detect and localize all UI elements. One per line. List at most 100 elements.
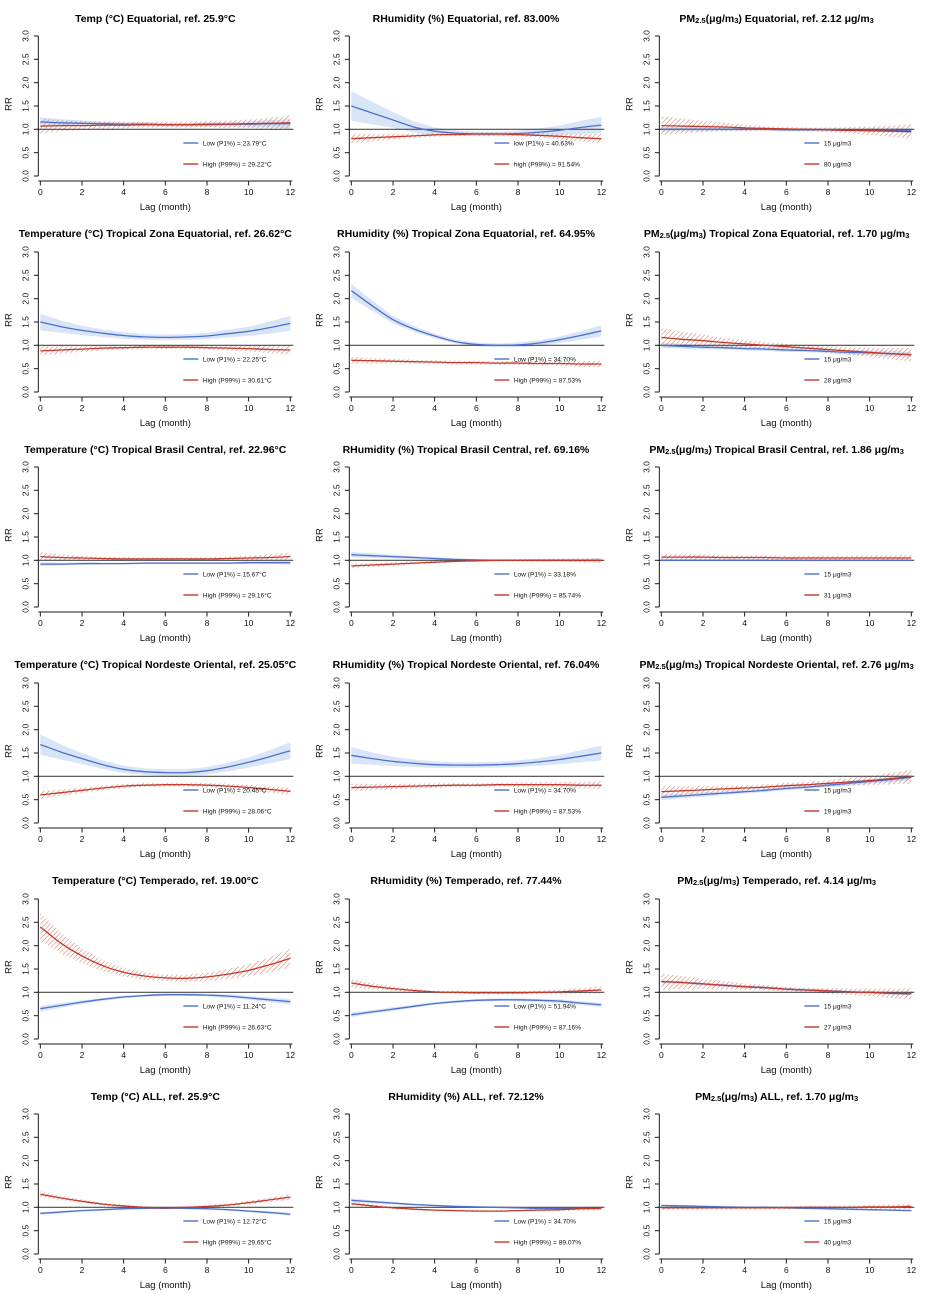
y-tick-label: 0.5: [331, 1225, 341, 1237]
x-tick-label: 10: [865, 1050, 875, 1060]
x-tick-label: 4: [743, 618, 748, 628]
x-tick-label: 8: [826, 618, 831, 628]
chart-panel-16: Temp (°C) ALL, ref. 25.9°C 0.0 0.5 1.0 1.5 2.…: [0, 1078, 311, 1294]
high-ci-band: [661, 973, 912, 999]
x-tick-label: 4: [743, 1050, 748, 1060]
x-tick-label: 8: [205, 834, 210, 844]
y-tick-label: 0.0: [642, 601, 652, 613]
y-tick-label: 1.0: [331, 1201, 341, 1213]
legend-label: Low (P1%) = 12.72°C: [203, 1218, 267, 1226]
y-tick-label: 1.0: [20, 986, 30, 998]
legend-label: 19 μg/m3: [824, 808, 852, 815]
chart-panel-6: PM 2.5 (μg/m 3) Tropical Zona Equatorial, …: [621, 215, 932, 432]
y-tick-label: 0.5: [642, 1009, 652, 1021]
y-tick-label: 2.5: [20, 53, 30, 65]
y-tick-label: 0.5: [331, 578, 341, 590]
legend-label: low (P1%) = 40.63%: [513, 140, 573, 147]
x-tick-label: 6: [784, 1265, 789, 1275]
high-series-line: [350, 1203, 601, 1213]
x-tick-label: 0: [349, 1265, 354, 1275]
x-tick-label: 4: [432, 403, 437, 413]
chart-title: Temp (°C) ALL, ref. 25.9°C: [90, 1090, 220, 1103]
x-axis-label: Lag (month): [761, 202, 812, 213]
y-tick-label: 0.5: [20, 578, 30, 590]
legend-label: High (P99%) = 87.16%: [513, 1024, 580, 1031]
y-tick-label: 0.0: [20, 817, 30, 829]
legend-label: 15 μg/m3: [824, 356, 852, 363]
y-tick-label: 1.5: [331, 1178, 341, 1190]
chart-canvas: 0.0 0.5 1.0 1.5 2.0 2.5 3.0 RR 0 2 4 6 8 10 12 Lag (mon…: [3, 30, 295, 213]
y-tick-label: 3.0: [20, 30, 30, 42]
y-tick-label: 2.0: [642, 939, 652, 951]
y-tick-label: 2.0: [331, 508, 341, 520]
x-tick-label: 8: [826, 187, 831, 197]
y-tick-label: 2.0: [20, 1155, 30, 1167]
y-tick-label: 2.0: [331, 77, 341, 89]
y-tick-label: 0.0: [331, 817, 341, 829]
chart-panel-9: PM 2.5 (μg/m 3) Tropical Brasil Central, r…: [621, 431, 932, 647]
y-tick-label: 2.5: [331, 53, 341, 65]
y-tick-label: 3.0: [642, 677, 652, 689]
chart-canvas: 0.0 0.5 1.0 1.5 2.0 2.5 3.0 RR 0 2 4 6 8 10 12 Lag (mon…: [314, 892, 606, 1075]
x-axis-label: Lag (month): [140, 202, 191, 213]
x-tick-label: 6: [474, 834, 479, 844]
x-axis-label: Lag (month): [450, 202, 501, 213]
high-series-line: [661, 336, 912, 356]
x-tick-label: 6: [163, 834, 168, 844]
y-tick-label: 3.0: [20, 245, 30, 257]
low-series-line: [40, 562, 291, 566]
x-tick-label: 4: [121, 187, 126, 197]
y-tick-label: 2.5: [20, 1131, 30, 1143]
x-tick-label: 10: [865, 834, 875, 844]
high-series-line: [40, 122, 291, 127]
high-series-line: [40, 556, 291, 560]
chart-title: Temperature (°C) Tropical Nordeste Orien…: [14, 659, 297, 672]
y-tick-label: 0.0: [20, 385, 30, 397]
x-tick-label: 0: [659, 187, 664, 197]
chart-title: Temp (°C) Equatorial, ref. 25.9°C: [75, 12, 236, 25]
x-axis-label: Lag (month): [450, 1280, 501, 1291]
chart-panel-14: RHumidity (%) Temperado, ref. 77.44% 0.0 0…: [310, 862, 622, 1079]
x-tick-label: 6: [474, 403, 479, 413]
x-tick-label: 8: [515, 834, 520, 844]
y-tick-label: 0.0: [642, 1248, 652, 1260]
legend-label: High (P99%) = 28.06°C: [203, 807, 272, 815]
x-tick-label: 10: [555, 834, 565, 844]
y-tick-label: 0.0: [331, 1248, 341, 1260]
chart-title: RHumidity (%) Equatorial, ref. 83.00%: [372, 12, 560, 25]
y-tick-label: 2.0: [20, 77, 30, 89]
chart-panel-17: RHumidity (%) ALL, ref. 72.12% 0.0 0.5 1.0 1…: [310, 1078, 622, 1294]
high-series-line: [40, 346, 291, 352]
y-tick-label: 0.0: [20, 170, 30, 182]
y-tick-label: 2.5: [642, 916, 652, 928]
high-ci-band: [661, 116, 912, 140]
y-tick-label: 1.0: [20, 339, 30, 351]
x-tick-label: 8: [205, 618, 210, 628]
x-tick-label: 10: [865, 618, 875, 628]
x-tick-label: 8: [205, 403, 210, 413]
high-series-line: [661, 124, 912, 133]
x-tick-label: 6: [163, 1265, 168, 1275]
y-tick-label: 1.0: [642, 986, 652, 998]
legend-label: Low (P1%) = 20.45°C: [203, 786, 267, 794]
x-tick-label: 8: [515, 1050, 520, 1060]
y-tick-label: 2.0: [642, 1155, 652, 1167]
x-axis-label: Lag (month): [140, 1280, 191, 1291]
y-axis-label: RR: [625, 97, 636, 111]
chart-canvas: 0.0 0.5 1.0 1.5 2.0 2.5 3.0 RR 0 2 4 6 8 10 12 Lag (mon…: [625, 30, 917, 213]
x-tick-label: 6: [163, 618, 168, 628]
x-tick-label: 12: [286, 834, 296, 844]
high-series-line: [661, 980, 912, 994]
chart-panel-12: PM 2.5 (μg/m 3) Tropical Nordeste Oriental…: [621, 646, 932, 863]
y-tick-label: 0.5: [331, 793, 341, 805]
y-tick-label: 1.5: [642, 531, 652, 543]
y-tick-label: 3.0: [20, 461, 30, 473]
x-tick-label: 8: [515, 1265, 520, 1275]
x-axis-label: Lag (month): [450, 849, 501, 860]
x-tick-label: 12: [907, 1050, 917, 1060]
y-tick-label: 0.5: [642, 362, 652, 374]
y-axis-label: RR: [625, 313, 636, 327]
chart-canvas: 0.0 0.5 1.0 1.5 2.0 2.5 3.0 RR 0 2 4 6 8 10 12 Lag (mon…: [3, 892, 295, 1075]
legend-label: 28 μg/m3: [824, 377, 852, 384]
x-tick-label: 6: [163, 1050, 168, 1060]
